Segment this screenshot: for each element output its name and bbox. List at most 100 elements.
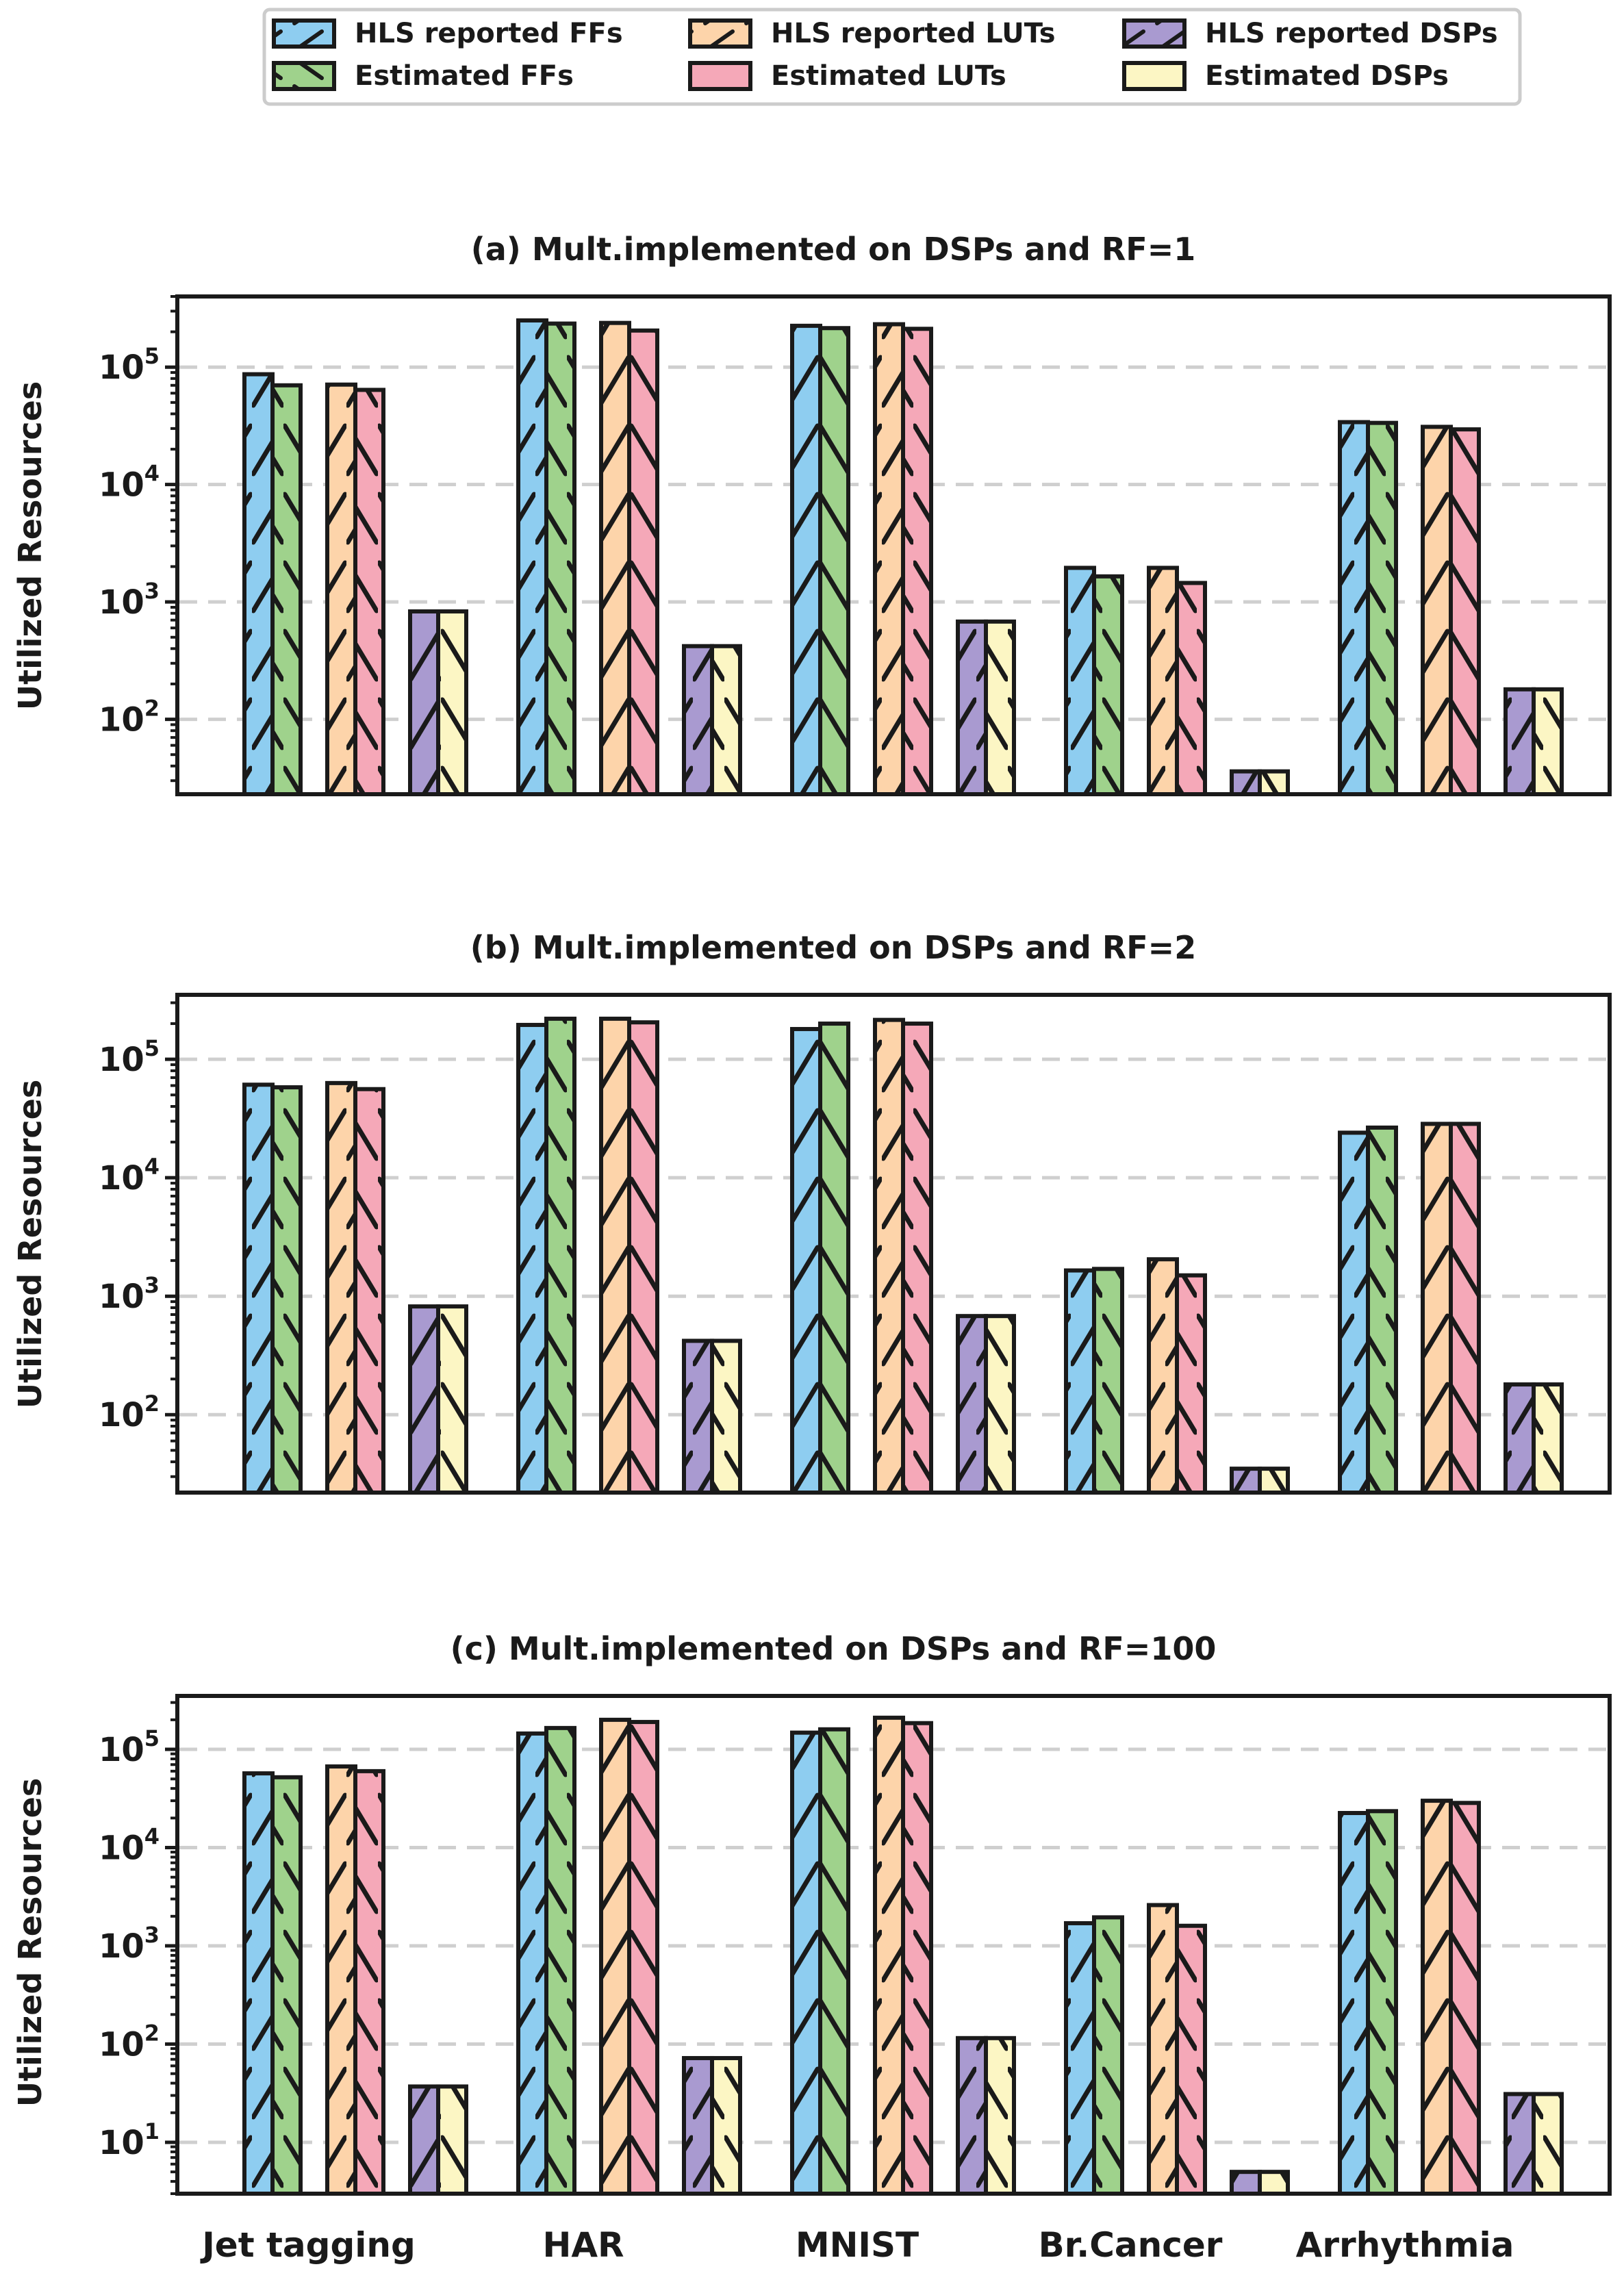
panel-b-yaxis: 102 103 104 105 <box>99 1001 177 1478</box>
bar-estimated-ffs-har <box>544 321 576 796</box>
y-tick-label: 104 <box>99 1154 160 1197</box>
panel-a-title: (a) Mult.implemented on DSPs and RF=1 <box>471 231 1196 268</box>
panel-a-bars <box>242 318 1564 797</box>
y-tick-label: 104 <box>99 1824 160 1868</box>
x-label-br-cancer: Br.Cancer <box>1039 2225 1223 2265</box>
bar-estimated-dsps-har <box>710 2055 742 2196</box>
bar-hls-reported-luts-har <box>599 1016 631 1495</box>
x-label-har: HAR <box>542 2225 624 2265</box>
bar-estimated-ffs-har <box>544 1016 576 1495</box>
bar-estimated-dsps-mnist <box>984 2036 1016 2196</box>
bar-estimated-dsps-mnist <box>984 1314 1016 1495</box>
bar-estimated-dsps-br-cancer <box>1258 769 1290 796</box>
bar-estimated-ffs-jet-tagging <box>270 383 303 796</box>
panel-a-frame <box>175 294 1612 796</box>
bar-hls-reported-dsps-arrhythmia <box>1504 1382 1536 1495</box>
bar-hls-reported-ffs-jet-tagging <box>242 372 275 796</box>
bar-hls-reported-luts-jet-tagging <box>325 1764 357 2196</box>
legend-label-est-ffs: Estimated FFs <box>355 60 574 92</box>
bar-estimated-ffs-arrhythmia <box>1366 1125 1398 1495</box>
bar-hls-reported-dsps-jet-tagging <box>408 1304 440 1495</box>
bar-estimated-luts-arrhythmia <box>1449 427 1481 796</box>
legend-frame <box>262 8 1522 106</box>
bar-estimated-ffs-mnist <box>818 1727 850 2196</box>
bar-estimated-ffs-br-cancer <box>1092 1915 1124 2196</box>
bar-estimated-dsps-jet-tagging <box>436 2084 468 2196</box>
bar-hls-reported-dsps-mnist <box>956 619 988 796</box>
panel-a-ylabel: Utilized Resources <box>12 381 49 710</box>
bar-hls-reported-dsps-br-cancer <box>1230 1467 1262 1495</box>
panel-a-yaxis: 102 103 104 105 <box>99 295 177 783</box>
bar-hls-reported-luts-arrhythmia <box>1421 1799 1453 2196</box>
legend: HLS reported FFs Estimated FFs HLS repor… <box>262 8 1522 106</box>
bar-hls-reported-ffs-mnist <box>790 323 822 796</box>
bar-estimated-dsps-har <box>710 644 742 796</box>
y-tick-label: 103 <box>99 1922 160 1966</box>
bar-hls-reported-luts-jet-tagging <box>325 382 357 796</box>
bar-estimated-dsps-jet-tagging <box>436 609 468 797</box>
bar-hls-reported-luts-jet-tagging <box>325 1080 357 1495</box>
y-tick-label: 105 <box>99 343 160 387</box>
bar-hls-reported-ffs-har <box>516 1022 548 1495</box>
bar-hls-reported-dsps-mnist <box>956 2036 988 2196</box>
bar-estimated-luts-jet-tagging <box>353 388 385 796</box>
bar-estimated-luts-mnist <box>901 1022 933 1495</box>
bar-hls-reported-luts-har <box>599 320 631 796</box>
x-label-arrhythmia: Arrhythmia <box>1296 2225 1514 2265</box>
panel-b: (b) Mult.implemented on DSPs and RF=2 Ut… <box>12 929 1612 1495</box>
bar-estimated-luts-har <box>627 1720 659 2196</box>
bar-estimated-ffs-arrhythmia <box>1366 1809 1398 2196</box>
y-tick-label: 101 <box>99 2118 160 2162</box>
bar-estimated-dsps-arrhythmia <box>1532 687 1564 796</box>
legend-label-est-luts: Estimated LUTs <box>771 60 1006 92</box>
panel-b-bars <box>242 1016 1564 1495</box>
bar-estimated-ffs-jet-tagging <box>270 1085 303 1495</box>
bar-estimated-luts-arrhythmia <box>1449 1121 1481 1495</box>
bar-hls-reported-ffs-mnist <box>790 1026 822 1495</box>
bar-hls-reported-ffs-arrhythmia <box>1338 1811 1370 2196</box>
bar-hls-reported-luts-arrhythmia <box>1421 424 1453 796</box>
bar-hls-reported-ffs-har <box>516 318 548 796</box>
bar-estimated-luts-br-cancer <box>1175 581 1207 796</box>
legend-entry-est-dsps: Estimated DSPs <box>1122 60 1449 92</box>
bar-hls-reported-dsps-har <box>682 2055 714 2196</box>
bar-estimated-ffs-arrhythmia <box>1366 420 1398 796</box>
bar-estimated-dsps-br-cancer <box>1258 2170 1290 2196</box>
bar-hls-reported-dsps-har <box>682 644 714 796</box>
bar-estimated-dsps-br-cancer <box>1258 1467 1290 1495</box>
bar-hls-reported-ffs-br-cancer <box>1064 1920 1096 2196</box>
bar-estimated-luts-mnist <box>901 327 933 796</box>
y-tick-label: 102 <box>99 696 160 739</box>
bar-hls-reported-luts-br-cancer <box>1147 1257 1179 1495</box>
bar-hls-reported-ffs-mnist <box>790 1730 822 2196</box>
legend-entry-hls-ffs: HLS reported FFs <box>272 18 623 49</box>
bar-hls-reported-luts-mnist <box>873 1715 905 2196</box>
y-tick-label: 103 <box>99 1272 160 1316</box>
panel-c-yaxis: 101 102 103 104 105 <box>99 1701 177 2195</box>
y-tick-label: 102 <box>99 2020 160 2064</box>
bar-estimated-dsps-arrhythmia <box>1532 2092 1564 2196</box>
legend-label-hls-luts: HLS reported LUTs <box>771 18 1056 49</box>
legend-swatch-est-dsps <box>1122 61 1187 91</box>
bar-estimated-ffs-har <box>544 1725 576 2196</box>
bar-estimated-luts-mnist <box>901 1721 933 2196</box>
y-tick-label: 103 <box>99 578 160 622</box>
bar-estimated-luts-arrhythmia <box>1449 1801 1481 2196</box>
y-tick-label: 102 <box>99 1391 160 1434</box>
bar-estimated-ffs-br-cancer <box>1092 1267 1124 1495</box>
bar-estimated-ffs-mnist <box>818 326 850 796</box>
bar-hls-reported-dsps-br-cancer <box>1230 769 1262 796</box>
panel-b-title: (b) Mult.implemented on DSPs and RF=2 <box>470 929 1196 966</box>
bar-hls-reported-luts-br-cancer <box>1147 566 1179 796</box>
bar-hls-reported-luts-mnist <box>873 322 905 796</box>
bar-estimated-ffs-mnist <box>818 1022 850 1495</box>
bar-hls-reported-ffs-jet-tagging <box>242 1082 275 1495</box>
panel-c-title: (c) Mult.implemented on DSPs and RF=100 <box>451 1630 1217 1667</box>
bar-estimated-luts-har <box>627 1020 659 1495</box>
bar-estimated-luts-jet-tagging <box>353 1768 385 2196</box>
bar-hls-reported-ffs-arrhythmia <box>1338 420 1370 796</box>
bar-hls-reported-luts-har <box>599 1717 631 2196</box>
bar-hls-reported-dsps-arrhythmia <box>1504 687 1536 796</box>
x-category-labels: Jet tagging HAR MNIST Br.Cancer Arrhythm… <box>200 2225 1514 2265</box>
